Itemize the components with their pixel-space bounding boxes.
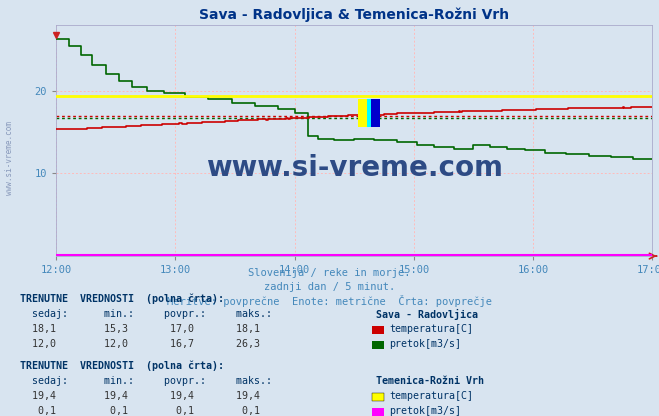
- Text: pretok[m3/s]: pretok[m3/s]: [389, 406, 461, 416]
- Text: sedaj:      min.:     povpr.:     maks.:: sedaj: min.: povpr.: maks.:: [20, 376, 272, 386]
- Bar: [358, 99, 372, 126]
- Text: Temenica-Rožni Vrh: Temenica-Rožni Vrh: [376, 376, 484, 386]
- Text: Meritve: povprečne  Enote: metrične  Črta: povprečje: Meritve: povprečne Enote: metrične Črta:…: [167, 295, 492, 307]
- Text: 12,0        12,0       16,7       26,3: 12,0 12,0 16,7 26,3: [20, 339, 260, 349]
- Text: temperatura[C]: temperatura[C]: [389, 391, 473, 401]
- Text: TRENUTNE  VREDNOSTI  (polna črta):: TRENUTNE VREDNOSTI (polna črta):: [20, 293, 224, 304]
- Text: zadnji dan / 5 minut.: zadnji dan / 5 minut.: [264, 282, 395, 292]
- Text: 0,1         0,1        0,1        0,1: 0,1 0,1 0,1 0,1: [20, 406, 260, 416]
- Text: temperatura[C]: temperatura[C]: [389, 324, 473, 334]
- Text: TRENUTNE  VREDNOSTI  (polna črta):: TRENUTNE VREDNOSTI (polna črta):: [20, 361, 224, 371]
- Text: pretok[m3/s]: pretok[m3/s]: [389, 339, 461, 349]
- Text: sedaj:      min.:     povpr.:     maks.:: sedaj: min.: povpr.: maks.:: [20, 309, 272, 319]
- Text: Slovenija / reke in morje.: Slovenija / reke in morje.: [248, 268, 411, 278]
- Polygon shape: [372, 99, 380, 126]
- Text: 18,1        15,3       17,0       18,1: 18,1 15,3 17,0 18,1: [20, 324, 260, 334]
- Bar: [367, 99, 380, 126]
- Text: 19,4        19,4       19,4       19,4: 19,4 19,4 19,4 19,4: [20, 391, 260, 401]
- Text: www.si-vreme.com: www.si-vreme.com: [5, 121, 14, 195]
- Title: Sava - Radovljica & Temenica-Rožni Vrh: Sava - Radovljica & Temenica-Rožni Vrh: [199, 8, 509, 22]
- Text: www.si-vreme.com: www.si-vreme.com: [206, 154, 503, 182]
- Text: Sava - Radovljica: Sava - Radovljica: [376, 309, 478, 320]
